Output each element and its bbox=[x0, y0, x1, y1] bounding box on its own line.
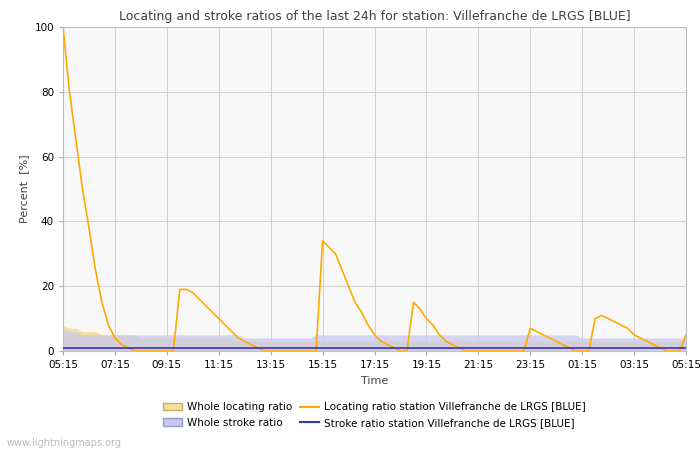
Text: www.lightningmaps.org: www.lightningmaps.org bbox=[7, 438, 122, 448]
Title: Locating and stroke ratios of the last 24h for station: Villefranche de LRGS [BL: Locating and stroke ratios of the last 2… bbox=[119, 10, 630, 23]
Y-axis label: Percent  [%]: Percent [%] bbox=[19, 155, 29, 223]
X-axis label: Time: Time bbox=[361, 376, 388, 386]
Legend: Whole locating ratio, Whole stroke ratio, Locating ratio station Villefranche de: Whole locating ratio, Whole stroke ratio… bbox=[159, 398, 590, 432]
